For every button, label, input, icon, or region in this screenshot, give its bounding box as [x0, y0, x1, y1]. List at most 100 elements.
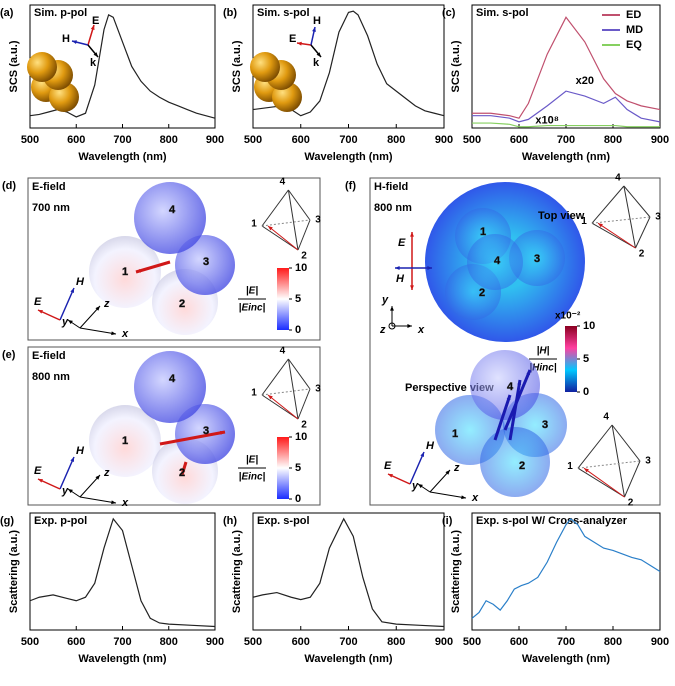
colorbar-tick-label: 5: [583, 353, 589, 365]
arrow-head: [136, 268, 141, 273]
tetra-edge: [287, 189, 299, 251]
x-axis-label: Wavelength (nm): [78, 653, 167, 665]
colorbar-tick-label: 10: [295, 431, 307, 443]
arrow-head: [388, 474, 393, 478]
x-axis-label: Wavelength (nm): [522, 653, 611, 665]
panel-label: (a): [0, 7, 14, 19]
axis-letter: H: [76, 276, 85, 288]
arrow-head: [268, 395, 273, 400]
tetra-edge: [287, 358, 299, 420]
colorbar: [565, 326, 577, 392]
sphere-label: 4: [169, 373, 176, 385]
x-tick-label: 600: [67, 636, 85, 648]
panel-title: Exp. s-pol: [257, 515, 310, 527]
arrow-head: [111, 500, 116, 505]
tetra-label: 2: [301, 251, 307, 262]
x-tick-label: 700: [339, 134, 357, 146]
colorbar-tick-label: 0: [583, 386, 589, 398]
sphere-label: 1: [480, 226, 486, 238]
panel-field: E-field: [32, 350, 66, 362]
x-tick-label: 700: [113, 134, 131, 146]
x-tick-label: 500: [244, 134, 262, 146]
gold-sphere: [27, 52, 57, 82]
axis-letter: x: [417, 324, 425, 336]
colorbar-num: |H|: [537, 346, 550, 357]
x-tick-label: 600: [292, 636, 310, 648]
y-axis-label: Scattering (a.u.): [8, 530, 20, 613]
arrow-shaft: [583, 467, 625, 498]
inset-label: H: [313, 15, 321, 27]
tetra-edge: [577, 460, 641, 469]
arrow-head: [584, 468, 589, 473]
panel-title: Exp. s-pol W/ Cross-analyzer: [476, 515, 628, 527]
tetra-edge: [287, 358, 311, 390]
data-line: [472, 122, 660, 128]
x-tick-label: 600: [67, 134, 85, 146]
sphere: [480, 427, 550, 497]
z-dot: [388, 322, 396, 330]
arrow-head: [111, 331, 116, 336]
arrow-head: [95, 475, 100, 480]
panel-title: Sim. s-pol: [476, 7, 529, 19]
top-view-label: Top view: [538, 210, 585, 222]
panel-title: Sim. p-pol: [34, 7, 87, 19]
x-tick-label: 500: [21, 636, 39, 648]
sphere: [134, 182, 206, 254]
sphere: [134, 351, 206, 423]
arrow-head: [95, 306, 100, 311]
axis-letter: z: [453, 462, 460, 474]
panel-label: (d): [2, 180, 16, 192]
tetra-edge: [287, 189, 311, 221]
field-letter: H: [396, 273, 405, 285]
x-tick-label: 500: [463, 134, 481, 146]
colorbar-den: |Einc|: [239, 472, 266, 483]
panel-frame: [369, 177, 661, 506]
sphere-label: 3: [203, 425, 209, 437]
tetra-label: 3: [645, 456, 651, 467]
y-axis-label: Scattering (a.u.): [231, 530, 243, 613]
arrow-head: [410, 232, 414, 237]
tetra-label: 2: [301, 420, 307, 431]
x-tick-label: 800: [160, 636, 178, 648]
sphere: [509, 230, 565, 286]
x-tick-label: 600: [510, 636, 528, 648]
tetra-edge: [623, 185, 636, 249]
sphere: [175, 235, 235, 295]
x-tick-label: 900: [206, 134, 224, 146]
data-line: [472, 90, 661, 123]
colorbar-tick-label: 10: [295, 262, 307, 274]
sphere-label: 1: [452, 428, 458, 440]
arrow-head: [445, 470, 450, 475]
annotation: x10⁸: [535, 115, 559, 127]
x-tick-label: 600: [292, 134, 310, 146]
colorbar-num: |E|: [246, 455, 258, 466]
arrow-shaft: [79, 305, 101, 329]
panel-title: Sim. s-pol: [257, 7, 310, 19]
x-tick-label: 800: [387, 134, 405, 146]
axis-letter: z: [103, 298, 110, 310]
axis-letter: E: [34, 296, 42, 308]
sphere-label: 3: [534, 253, 540, 265]
x-tick-label: 700: [557, 636, 575, 648]
tetra-edge: [611, 424, 641, 462]
x-tick-label: 500: [21, 134, 39, 146]
x-tick-label: 800: [604, 134, 622, 146]
arrow-head: [461, 495, 466, 500]
panel-label: (b): [223, 7, 237, 19]
x-tick-label: 700: [557, 134, 575, 146]
x-tick-label: 700: [339, 636, 357, 648]
sphere: [89, 236, 161, 308]
tetra-label: 1: [251, 388, 257, 399]
arrow-shaft: [508, 379, 522, 441]
axis-letter: E: [384, 460, 392, 472]
arrow-shaft: [59, 287, 75, 321]
tetra-label: 2: [628, 498, 634, 509]
sphere-label: 4: [169, 204, 176, 216]
sphere: [175, 404, 235, 464]
panel-field: E-field: [32, 181, 66, 193]
x-axis-label: Wavelength (nm): [522, 151, 611, 163]
panel-title: Exp. p-pol: [34, 515, 87, 527]
tetra-edge: [577, 424, 613, 469]
tetra-edge: [611, 424, 625, 498]
axis-letter: z: [103, 467, 110, 479]
